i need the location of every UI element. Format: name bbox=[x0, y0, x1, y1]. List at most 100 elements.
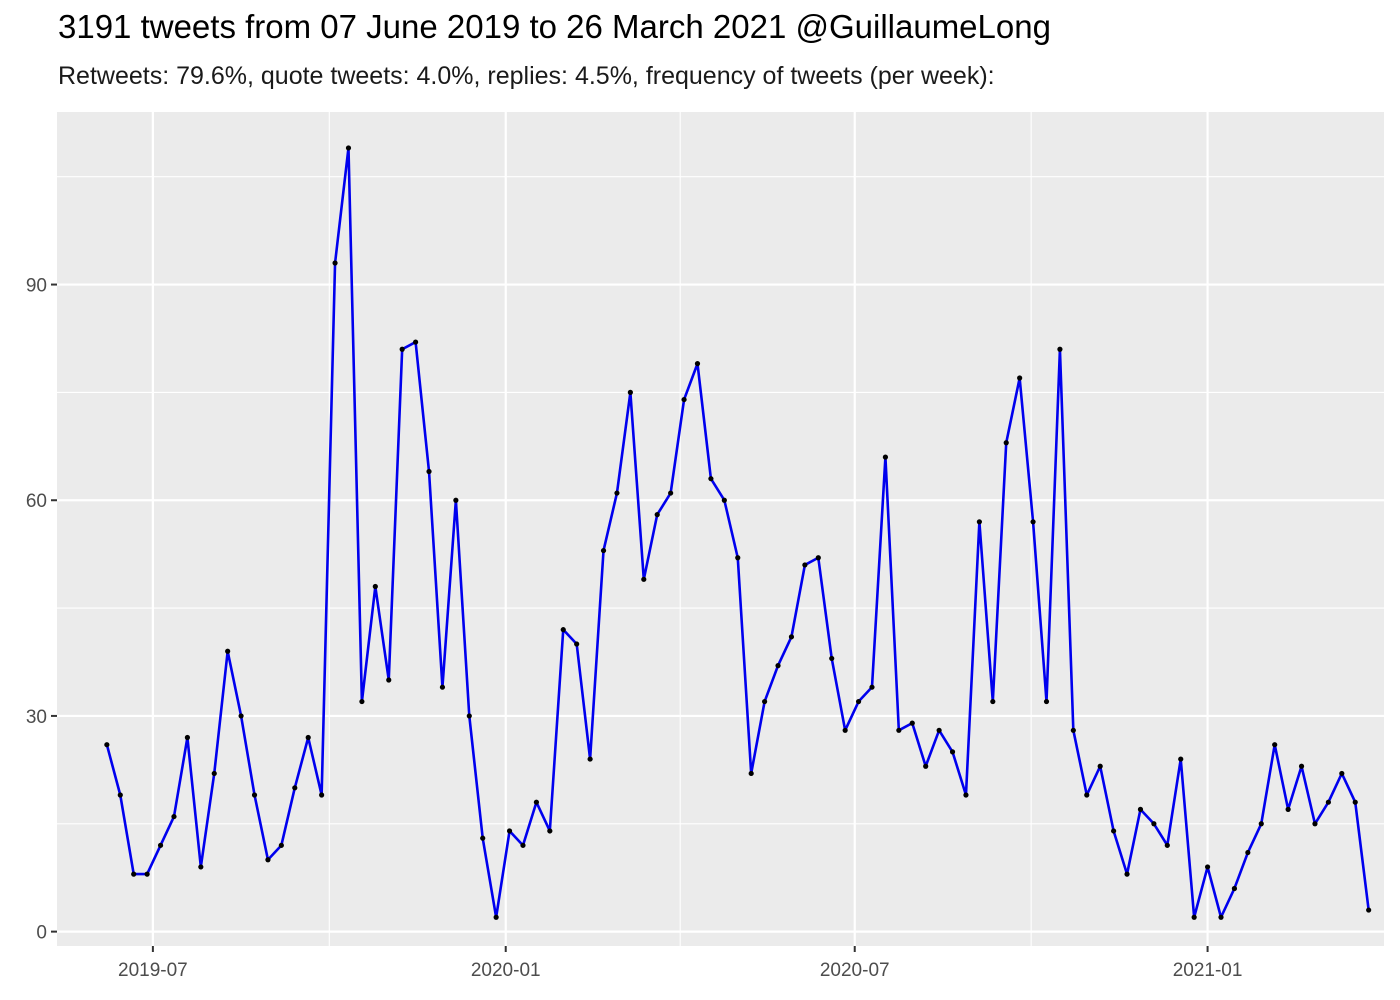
data-point bbox=[1325, 799, 1331, 805]
data-point bbox=[547, 828, 553, 834]
data-point bbox=[238, 713, 244, 719]
data-point bbox=[1043, 698, 1050, 705]
series-layer bbox=[104, 145, 1372, 920]
data-point bbox=[480, 835, 486, 841]
data-point bbox=[1231, 885, 1238, 892]
data-point bbox=[251, 792, 258, 798]
y-tick-label: 30 bbox=[26, 707, 47, 728]
data-point bbox=[1084, 792, 1090, 798]
data-point bbox=[171, 813, 177, 820]
data-point bbox=[466, 713, 472, 719]
data-point bbox=[399, 346, 405, 352]
data-point bbox=[278, 842, 284, 848]
plot-panel bbox=[57, 112, 1384, 946]
data-point bbox=[1164, 842, 1170, 848]
data-point bbox=[1298, 763, 1305, 769]
data-point bbox=[1352, 799, 1358, 805]
data-point bbox=[1057, 346, 1063, 352]
data-point bbox=[668, 490, 674, 496]
data-point bbox=[1178, 756, 1184, 762]
data-point bbox=[990, 698, 996, 705]
data-point bbox=[1339, 770, 1345, 777]
data-point bbox=[829, 655, 835, 662]
data-point bbox=[1218, 914, 1224, 920]
data-point bbox=[560, 627, 566, 633]
data-point bbox=[896, 727, 902, 733]
major-gridlines bbox=[57, 112, 1384, 946]
data-point bbox=[587, 756, 593, 762]
data-point bbox=[694, 361, 701, 367]
x-tick-label: 2019-07 bbox=[118, 960, 188, 981]
data-point bbox=[762, 698, 768, 705]
data-point bbox=[1204, 864, 1211, 870]
data-point bbox=[1258, 821, 1264, 827]
data-point bbox=[1312, 821, 1318, 827]
data-point bbox=[855, 698, 862, 705]
data-point bbox=[184, 734, 190, 741]
data-point bbox=[1111, 828, 1117, 834]
data-point bbox=[520, 842, 526, 848]
data-point bbox=[600, 547, 607, 554]
data-point bbox=[453, 497, 459, 503]
chart-title: 3191 tweets from 07 June 2019 to 26 Marc… bbox=[58, 8, 1051, 45]
data-point bbox=[1366, 907, 1372, 913]
data-point bbox=[198, 864, 204, 870]
data-point bbox=[104, 742, 110, 748]
data-point bbox=[1191, 914, 1197, 920]
x-tick-label: 2021-01 bbox=[1173, 960, 1243, 981]
data-point bbox=[265, 857, 271, 863]
data-point bbox=[1097, 763, 1103, 769]
x-tick-label: 2020-01 bbox=[471, 960, 541, 981]
data-point bbox=[332, 260, 338, 266]
data-point bbox=[426, 468, 432, 475]
data-point bbox=[869, 684, 875, 690]
data-point bbox=[359, 698, 365, 705]
data-point bbox=[372, 583, 378, 590]
data-point bbox=[506, 828, 513, 834]
data-point bbox=[815, 555, 821, 561]
data-point bbox=[614, 490, 620, 496]
data-point bbox=[439, 684, 446, 690]
data-point bbox=[963, 792, 969, 798]
data-point bbox=[1285, 806, 1291, 812]
data-point bbox=[1124, 871, 1130, 877]
data-point bbox=[735, 555, 741, 561]
data-point bbox=[1151, 821, 1157, 827]
data-point bbox=[923, 763, 929, 769]
data-point bbox=[842, 727, 848, 733]
data-point bbox=[748, 770, 754, 777]
data-point bbox=[211, 770, 217, 777]
y-tick-label: 0 bbox=[36, 923, 47, 944]
data-point bbox=[627, 389, 633, 395]
data-point bbox=[574, 641, 580, 647]
data-point bbox=[117, 792, 123, 798]
data-point bbox=[1030, 519, 1036, 525]
data-point bbox=[1003, 440, 1009, 446]
data-point bbox=[131, 871, 137, 877]
x-tick-label: 2020-07 bbox=[820, 960, 890, 981]
data-point bbox=[225, 648, 231, 654]
data-point bbox=[1137, 806, 1144, 812]
data-point bbox=[681, 396, 687, 403]
data-point bbox=[641, 576, 647, 582]
chart-subtitle: Retweets: 79.6%, quote tweets: 4.0%, rep… bbox=[58, 62, 995, 90]
data-point bbox=[708, 476, 714, 482]
axes-layer: 0 30 60 90 2019-07 2020-01 2020-07 2021-01 bbox=[26, 276, 1243, 981]
data-point bbox=[909, 720, 915, 726]
data-point bbox=[1245, 849, 1251, 856]
data-point bbox=[305, 734, 311, 741]
data-point bbox=[802, 562, 808, 568]
data-point bbox=[533, 799, 540, 805]
data-point bbox=[775, 663, 781, 669]
data-point bbox=[882, 454, 889, 460]
y-tick-label: 90 bbox=[26, 276, 47, 297]
data-point bbox=[654, 512, 660, 518]
data-point bbox=[345, 145, 352, 151]
data-point bbox=[386, 677, 392, 683]
data-point bbox=[292, 785, 298, 791]
data-point bbox=[1272, 742, 1278, 748]
data-point bbox=[319, 792, 325, 798]
data-point bbox=[144, 871, 150, 877]
data-point bbox=[949, 749, 956, 755]
